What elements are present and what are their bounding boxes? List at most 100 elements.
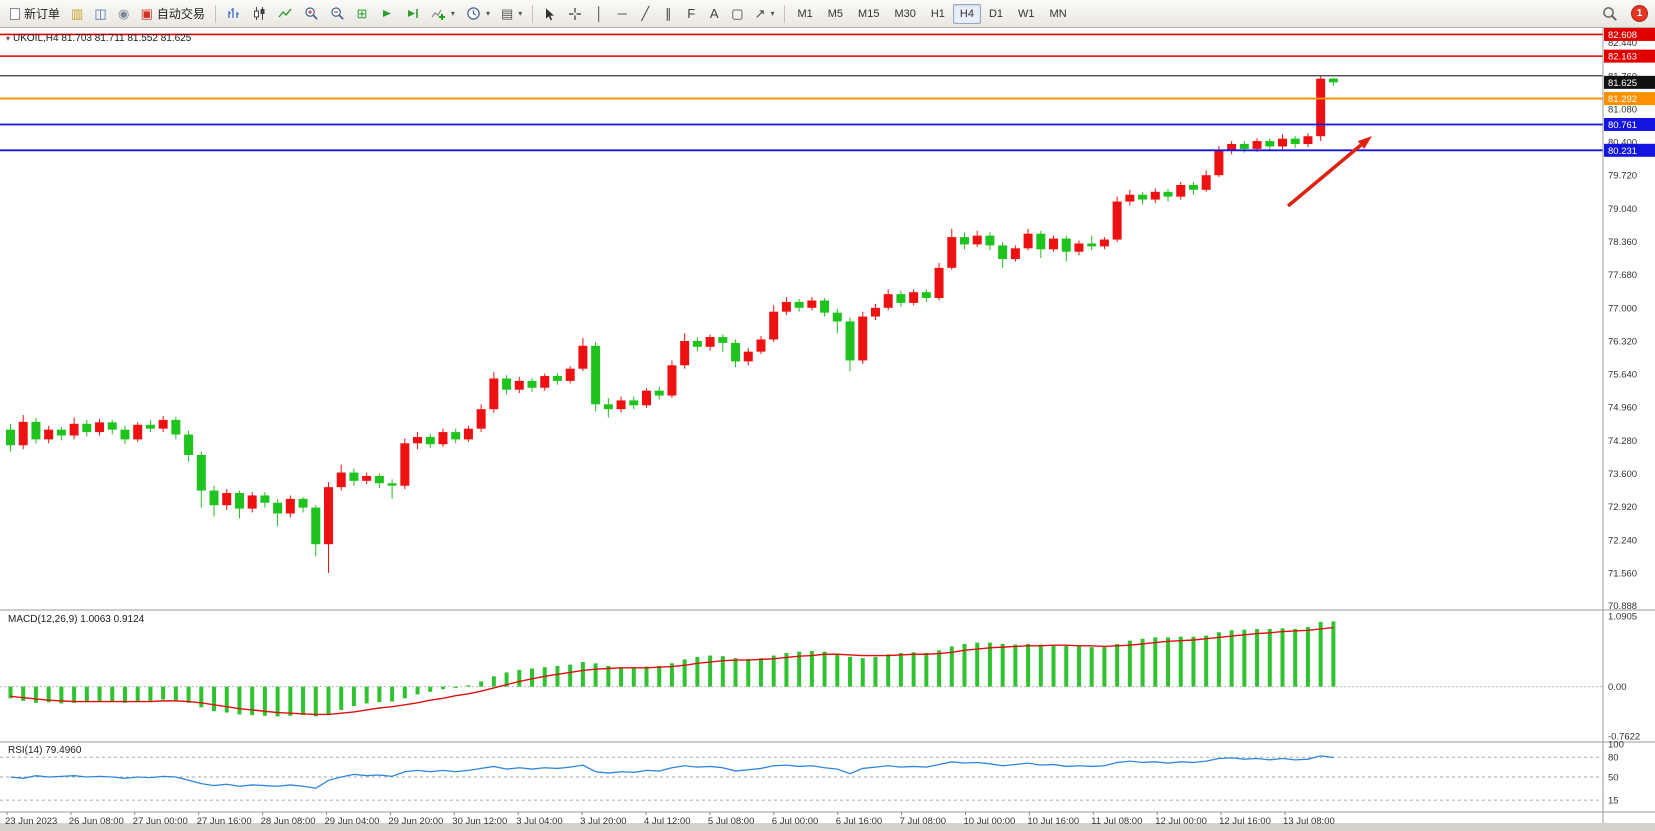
new-order-button[interactable]: 新订单	[5, 3, 65, 25]
chart-canvas[interactable]: 82.44081.76081.08080.40079.72079.04078.3…	[0, 28, 1655, 831]
periods-caret-icon: ▾	[485, 9, 490, 18]
arrows-caret-icon: ▾	[770, 9, 775, 18]
new-order-icon	[10, 7, 20, 20]
new-chart-icon: ▥	[71, 6, 84, 21]
svg-text:80.400: 80.400	[1608, 138, 1637, 149]
cursor-tool-button[interactable]	[538, 3, 562, 25]
timeframe-m5[interactable]: M5	[821, 4, 850, 24]
svg-text:75.640: 75.640	[1608, 370, 1637, 381]
trendline-icon: ╱	[641, 5, 650, 21]
auto-scroll-button[interactable]	[374, 3, 399, 25]
horizontal-line-tool-button[interactable]: ─	[611, 3, 633, 25]
crosshair-tool-button[interactable]	[563, 3, 587, 25]
timeframe-mn[interactable]: MN	[1043, 4, 1074, 24]
alerts-button[interactable]: ◉	[113, 3, 135, 25]
price-badge-80.231: 80.231	[1604, 143, 1655, 157]
text-icon: A	[709, 6, 719, 21]
candlestick-icon	[253, 7, 265, 20]
svg-text:15: 15	[1608, 796, 1619, 807]
arrows-tool-button[interactable]: ↗ ▾	[750, 3, 780, 25]
line-chart-mode-button[interactable]	[273, 3, 298, 25]
svg-text:28 Jun 08:00: 28 Jun 08:00	[261, 816, 316, 827]
rsi-scale[interactable]: 100 80 50 15	[1608, 740, 1624, 807]
channel-tool-button[interactable]: ∥	[657, 3, 679, 25]
new-chart-button[interactable]: ▥	[66, 3, 88, 25]
toolbar-right-zone: 1	[1597, 3, 1650, 25]
templates-button[interactable]: ▤ ▾	[496, 3, 527, 25]
time-scale[interactable]: 23 Jun 2023 26 Jun 08:00 27 Jun 00:00 27 Ju…	[5, 812, 1335, 827]
indicators-button[interactable]: ▾	[426, 3, 460, 25]
trendline-tool-button[interactable]: ╱	[634, 3, 656, 25]
svg-text:79.720: 79.720	[1608, 171, 1637, 182]
zoom-in-icon	[305, 7, 318, 20]
svg-text:81.625: 81.625	[1608, 78, 1637, 89]
crosshair-icon	[569, 7, 582, 20]
profiles-button[interactable]: ◫	[89, 3, 111, 25]
svg-text:80.231: 80.231	[1608, 146, 1637, 157]
svg-text:3 Jul 04:00: 3 Jul 04:00	[516, 816, 562, 827]
svg-text:74.960: 74.960	[1608, 403, 1637, 414]
svg-text:73.600: 73.600	[1608, 469, 1637, 480]
svg-text:100: 100	[1608, 740, 1624, 751]
svg-text:3 Jul 20:00: 3 Jul 20:00	[580, 816, 626, 827]
svg-text:81.292: 81.292	[1608, 94, 1637, 105]
fibonacci-tool-button[interactable]: F	[680, 3, 702, 25]
candlestick-series[interactable]	[6, 75, 1338, 573]
timeframe-m1[interactable]: M1	[790, 4, 819, 24]
svg-text:10 Jul 16:00: 10 Jul 16:00	[1027, 816, 1079, 827]
notification-badge[interactable]: 1	[1631, 5, 1648, 22]
timeframe-d1[interactable]: D1	[982, 4, 1010, 24]
search-icon	[1603, 6, 1617, 21]
chart-shift-button[interactable]	[400, 3, 425, 25]
price-scale[interactable]: 82.44081.76081.08080.40079.72079.04078.3…	[1608, 38, 1637, 612]
svg-text:12 Jul 00:00: 12 Jul 00:00	[1155, 816, 1207, 827]
trend-arrow-annotation[interactable]	[1286, 136, 1372, 208]
svg-text:82.163: 82.163	[1608, 52, 1637, 63]
svg-text:77.680: 77.680	[1608, 270, 1637, 281]
macd-signal-line	[10, 626, 1334, 716]
svg-text:30 Jun 12:00: 30 Jun 12:00	[452, 816, 507, 827]
zoom-in-button[interactable]	[299, 3, 324, 25]
svg-text:78.360: 78.360	[1608, 237, 1637, 248]
timeframe-w1[interactable]: W1	[1011, 4, 1042, 24]
svg-text:29 Jun 04:00: 29 Jun 04:00	[325, 816, 380, 827]
text-label-tool-button[interactable]: ▢	[726, 3, 748, 25]
svg-text:77.000: 77.000	[1608, 303, 1637, 314]
candlestick-mode-button[interactable]	[247, 3, 272, 25]
price-badge-80.761: 80.761	[1604, 117, 1655, 131]
arrow-object-icon: ↗	[754, 5, 766, 21]
svg-text:11 Jul 08:00: 11 Jul 08:00	[1091, 816, 1142, 827]
main-toolbar: 新订单 ▥ ◫ ◉ ▣ 自动交易 ⊞	[0, 0, 1655, 28]
svg-text:23 Jun 2023: 23 Jun 2023	[5, 816, 57, 827]
tile-windows-button[interactable]: ⊞	[351, 3, 373, 25]
search-button[interactable]	[1597, 3, 1623, 25]
text-tool-button[interactable]: A	[703, 3, 725, 25]
timeframe-h4[interactable]: H4	[952, 3, 981, 24]
svg-text:72.240: 72.240	[1608, 535, 1637, 546]
macd-scale[interactable]: 1.0905 0.00 -0.7622	[1608, 612, 1640, 743]
horizontal-line-icon: ─	[617, 6, 627, 21]
timeframe-m30[interactable]: M30	[887, 4, 922, 24]
svg-text:27 Jun 00:00: 27 Jun 00:00	[133, 816, 188, 827]
zoom-out-button[interactable]	[325, 3, 350, 25]
tile-windows-icon: ⊞	[356, 6, 368, 21]
svg-text:82.608: 82.608	[1608, 30, 1637, 41]
bar-chart-mode-button[interactable]	[221, 3, 246, 25]
svg-text:80: 80	[1608, 753, 1619, 764]
toolbar-separator	[532, 4, 534, 23]
timeframe-m15[interactable]: M15	[851, 4, 886, 24]
text-label-icon: ▢	[731, 5, 744, 21]
svg-text:6 Jul 16:00: 6 Jul 16:00	[836, 816, 882, 827]
cursor-icon	[546, 8, 555, 20]
vertical-line-tool-button[interactable]: │	[588, 3, 610, 25]
periods-button[interactable]: ▾	[461, 3, 495, 25]
svg-text:76.320: 76.320	[1608, 336, 1637, 347]
price-badge-81.292: 81.292	[1604, 92, 1655, 106]
svg-text:10 Jul 00:00: 10 Jul 00:00	[964, 816, 1016, 827]
svg-text:82.440: 82.440	[1608, 38, 1637, 49]
svg-text:1.0905: 1.0905	[1608, 612, 1637, 623]
timeframe-h1[interactable]: H1	[924, 4, 952, 24]
autotrading-button[interactable]: ▣ 自动交易	[136, 3, 210, 25]
svg-text:71.560: 71.560	[1608, 568, 1637, 579]
